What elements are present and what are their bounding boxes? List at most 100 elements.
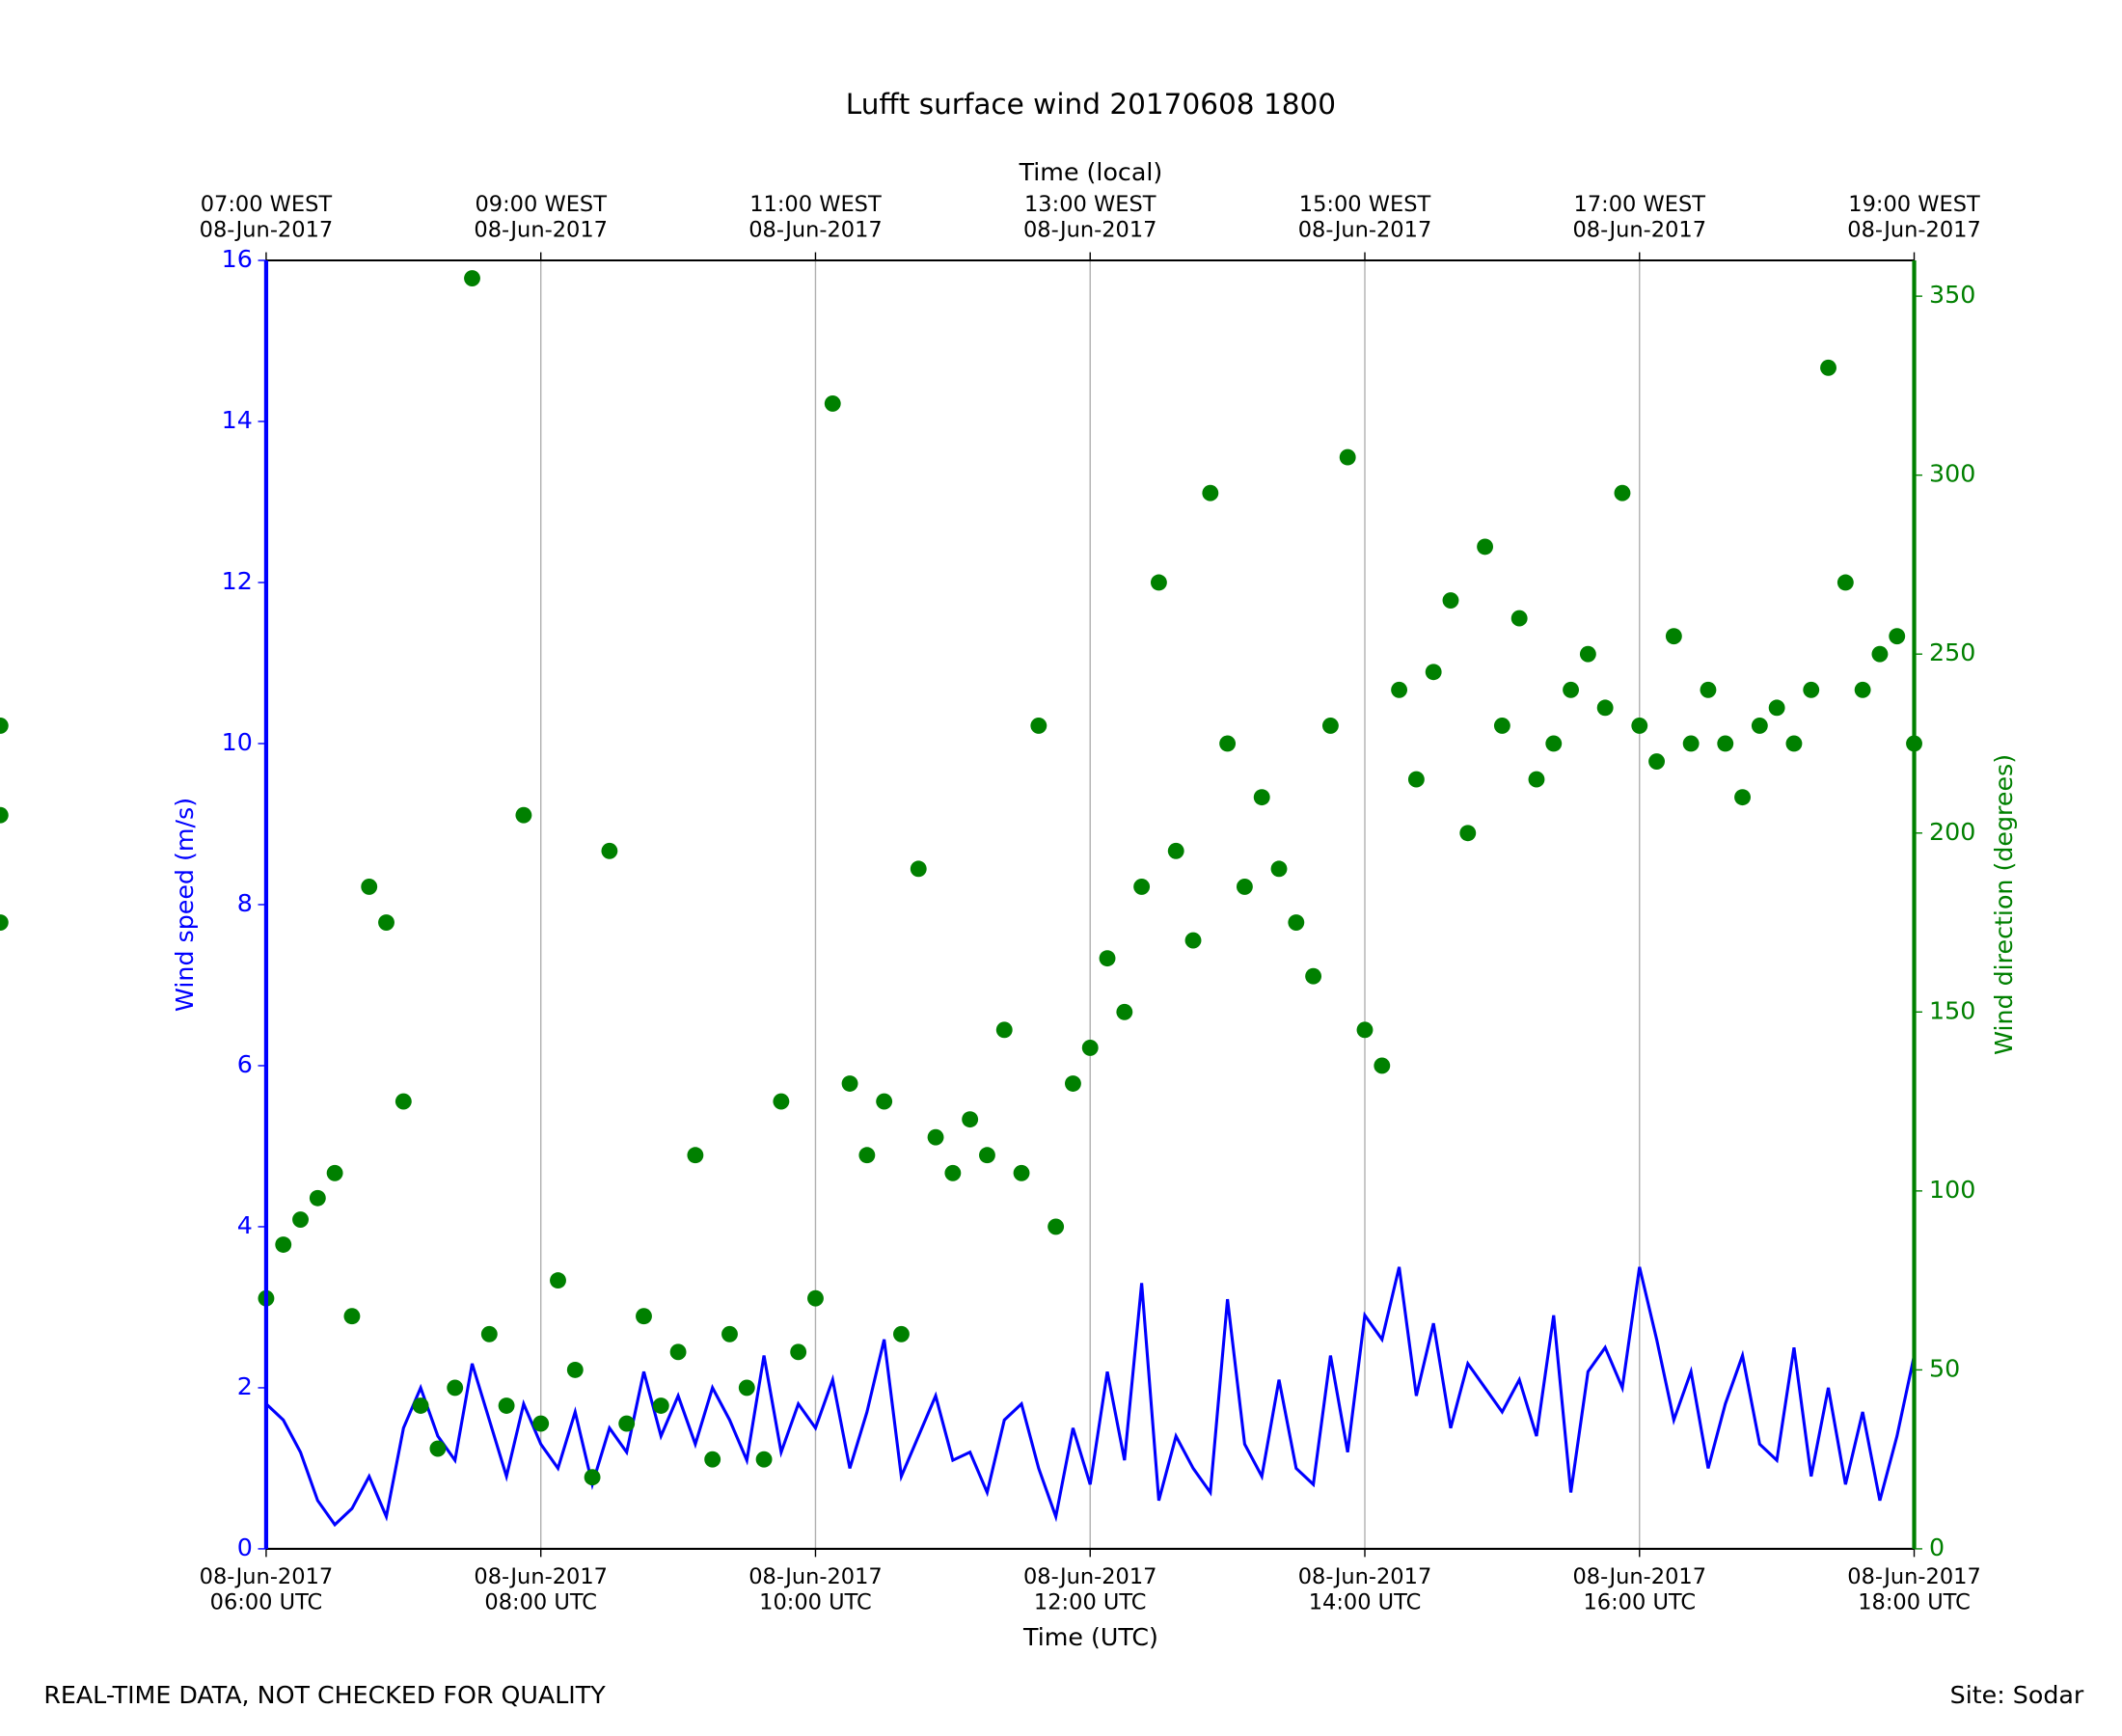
y2-tick-label: 100 [1929, 1176, 1975, 1204]
footer-site: Site: Sodar [1950, 1681, 2084, 1709]
x-tick-label: 08-Jun-2017 [200, 1564, 334, 1589]
direction-point [480, 1325, 498, 1343]
x2-tick-label: 08-Jun-2017 [1023, 218, 1157, 243]
x2-tick-label: 13:00 WEST [1024, 192, 1156, 217]
direction-point [1836, 574, 1854, 591]
x2-tick-label: 17:00 WEST [1574, 192, 1706, 217]
direction-point [687, 1147, 704, 1164]
y2-tick-label: 250 [1929, 638, 1975, 666]
y2-tick-label: 350 [1929, 281, 1975, 309]
direction-point [824, 394, 841, 412]
direction-point [1528, 771, 1545, 788]
direction-point [361, 878, 378, 895]
x2-tick-label: 19:00 WEST [1848, 192, 1980, 217]
direction-point [1889, 628, 1906, 645]
x-tick-label: 10:00 UTC [759, 1590, 872, 1615]
y-tick-label: 8 [237, 889, 253, 917]
x2-axis-label: Time (local) [1019, 158, 1163, 186]
direction-point [550, 1272, 566, 1289]
direction-point [1751, 717, 1768, 734]
direction-point [652, 1397, 669, 1414]
direction-point [326, 1164, 343, 1181]
direction-point [1545, 735, 1563, 752]
direction-point [790, 1343, 807, 1361]
direction-point [1321, 717, 1339, 734]
x-tick-label: 08-Jun-2017 [1572, 1564, 1706, 1589]
direction-point [1459, 825, 1477, 842]
direction-point [858, 1147, 876, 1164]
direction-point [1339, 448, 1356, 466]
direction-point [584, 1469, 601, 1486]
footer-note: REAL-TIME DATA, NOT CHECKED FOR QUALITY [43, 1681, 606, 1709]
direction-point [1356, 1021, 1374, 1039]
x2-tick-label: 11:00 WEST [749, 192, 882, 217]
direction-point [601, 842, 618, 859]
x2-tick-label: 08-Jun-2017 [748, 218, 883, 243]
direction-point [1064, 1075, 1081, 1092]
x2-tick-label: 08-Jun-2017 [1298, 218, 1432, 243]
direction-point [1133, 878, 1151, 895]
direction-point [1648, 753, 1666, 770]
y-tick-label: 6 [237, 1050, 253, 1078]
direction-point [515, 806, 532, 824]
y-tick-label: 14 [222, 406, 253, 434]
x-tick-label: 18:00 UTC [1858, 1590, 1971, 1615]
direction-point [944, 1164, 962, 1181]
direction-point [807, 1289, 824, 1307]
direction-point [893, 1325, 910, 1343]
direction-point [275, 1236, 292, 1253]
direction-point [1614, 484, 1631, 502]
direction-point [1391, 681, 1408, 698]
y2-tick-label: 50 [1929, 1354, 1960, 1382]
direction-point [532, 1415, 550, 1432]
direction-point [1477, 538, 1494, 556]
direction-point [927, 1128, 944, 1146]
y2-tick-label: 200 [1929, 818, 1975, 846]
direction-point [738, 1379, 755, 1397]
direction-point [292, 1211, 309, 1228]
x-tick-label: 08-Jun-2017 [1847, 1564, 1981, 1589]
x-tick-label: 12:00 UTC [1034, 1590, 1147, 1615]
direction-point [1579, 645, 1596, 663]
x2-tick-label: 08-Jun-2017 [1572, 218, 1706, 243]
direction-point [636, 1308, 652, 1325]
direction-point [1374, 1057, 1391, 1074]
y-tick-label: 0 [237, 1533, 253, 1561]
direction-point [394, 1093, 412, 1110]
direction-point [1202, 484, 1219, 502]
direction-point [1734, 789, 1751, 806]
direction-point [1407, 771, 1425, 788]
direction-point [1442, 592, 1459, 609]
direction-point [1013, 1164, 1030, 1181]
direction-point [0, 806, 9, 824]
y-axis-label: Wind speed (m/s) [171, 798, 199, 1012]
direction-point [773, 1093, 790, 1110]
x2-tick-label: 08-Jun-2017 [1847, 218, 1981, 243]
x2-tick-label: 09:00 WEST [475, 192, 607, 217]
direction-point [1288, 914, 1305, 931]
speed-line [264, 1266, 1917, 1528]
direction-point [1871, 645, 1889, 663]
direction-point [1493, 717, 1510, 734]
direction-point [566, 1361, 584, 1378]
y2-axis-label: Wind direction (degrees) [1990, 754, 2018, 1055]
direction-point [1665, 628, 1682, 645]
direction-point [962, 1111, 979, 1128]
direction-point [464, 270, 480, 286]
direction-point [704, 1451, 721, 1468]
direction-point [429, 1440, 447, 1457]
x-tick-label: 14:00 UTC [1309, 1590, 1422, 1615]
direction-point [1785, 735, 1803, 752]
x-tick-label: 08-Jun-2017 [1298, 1564, 1432, 1589]
direction-point [1596, 699, 1614, 717]
direction-point [1219, 735, 1237, 752]
direction-point [1116, 1003, 1133, 1020]
direction-point [1768, 699, 1785, 717]
direction-point [1803, 681, 1820, 698]
direction-point [995, 1021, 1013, 1039]
direction-point [447, 1379, 464, 1397]
x2-tick-label: 08-Jun-2017 [474, 218, 608, 243]
direction-point [1081, 1039, 1099, 1056]
